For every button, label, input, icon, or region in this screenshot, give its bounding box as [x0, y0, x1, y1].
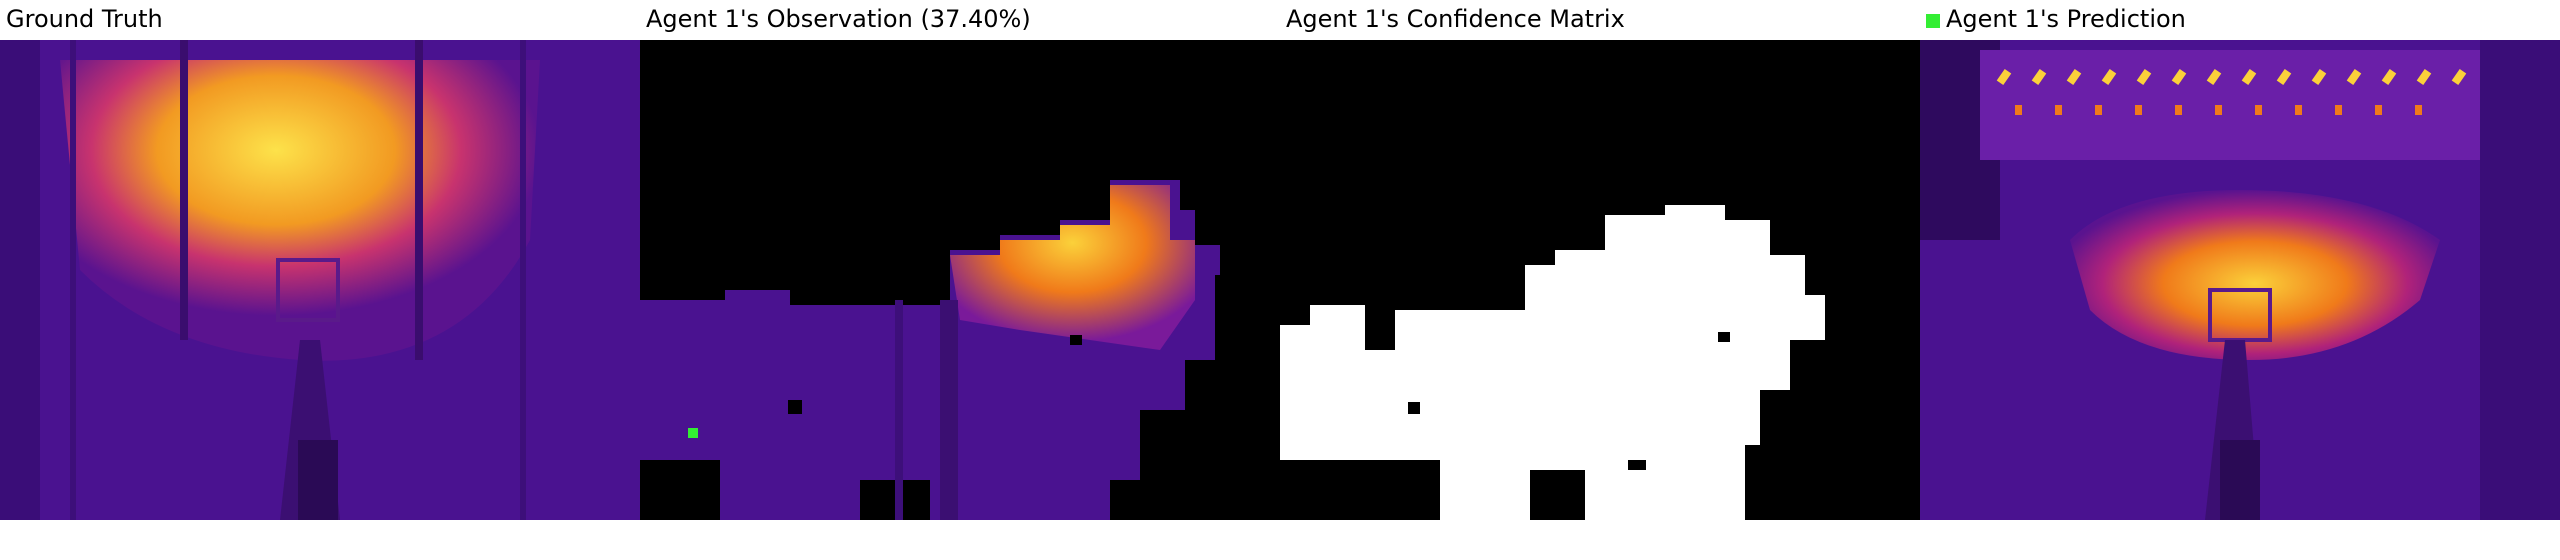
- confidence-matrix-image: [1280, 40, 1920, 520]
- legend-swatch: [1926, 14, 1940, 28]
- prediction-title-group: Agent 1's Prediction: [1926, 2, 2186, 36]
- observation-title: Agent 1's Observation (37.40%): [646, 5, 1031, 33]
- ground-truth-image: [0, 40, 640, 520]
- ground-truth-title: Ground Truth: [6, 5, 163, 33]
- observation-image: [640, 40, 1280, 520]
- confidence-title: Agent 1's Confidence Matrix: [1286, 5, 1625, 33]
- prediction-title: Agent 1's Prediction: [1946, 5, 2186, 33]
- prediction-image: [1920, 40, 2560, 520]
